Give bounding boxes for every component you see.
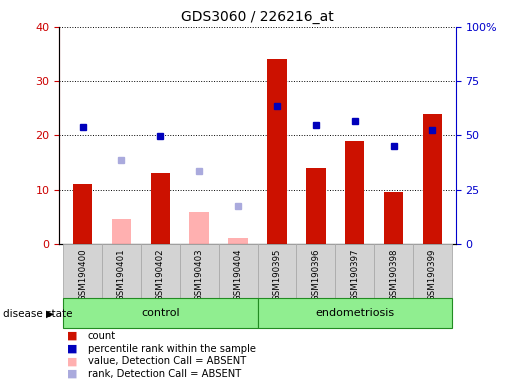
Text: ■: ■: [67, 331, 77, 341]
Bar: [258, 244, 296, 298]
Text: GSM190398: GSM190398: [389, 248, 398, 301]
Bar: [228, 238, 248, 244]
Bar: [345, 141, 365, 244]
Text: ■: ■: [67, 369, 77, 379]
Bar: [306, 168, 325, 244]
Bar: [150, 173, 170, 244]
Text: ■: ■: [67, 344, 77, 354]
Bar: [335, 244, 374, 298]
Bar: [190, 212, 209, 244]
Text: GSM190401: GSM190401: [117, 248, 126, 301]
Bar: [180, 244, 219, 298]
Text: GSM190395: GSM190395: [272, 248, 281, 301]
Text: control: control: [141, 308, 180, 318]
Text: rank, Detection Call = ABSENT: rank, Detection Call = ABSENT: [88, 369, 241, 379]
Text: disease state: disease state: [3, 309, 72, 319]
Text: GSM190396: GSM190396: [311, 248, 320, 301]
Text: GSM190404: GSM190404: [234, 248, 243, 301]
Bar: [423, 114, 442, 244]
Bar: [102, 244, 141, 298]
Text: GSM190399: GSM190399: [428, 248, 437, 301]
Bar: [63, 244, 102, 298]
Text: count: count: [88, 331, 116, 341]
Bar: [267, 60, 287, 244]
Bar: [219, 244, 258, 298]
Text: value, Detection Call = ABSENT: value, Detection Call = ABSENT: [88, 356, 246, 366]
Bar: [374, 244, 413, 298]
Text: GSM190402: GSM190402: [156, 248, 165, 301]
Text: GSM190400: GSM190400: [78, 248, 87, 301]
Bar: [384, 192, 403, 244]
Text: percentile rank within the sample: percentile rank within the sample: [88, 344, 255, 354]
Text: GDS3060 / 226216_at: GDS3060 / 226216_at: [181, 10, 334, 23]
Text: GSM190397: GSM190397: [350, 248, 359, 301]
Text: ■: ■: [67, 356, 77, 366]
Bar: [413, 244, 452, 298]
Text: ▶: ▶: [46, 309, 54, 319]
Bar: [63, 298, 258, 328]
Bar: [73, 184, 92, 244]
Bar: [296, 244, 335, 298]
Text: endometriosis: endometriosis: [315, 308, 394, 318]
Bar: [258, 298, 452, 328]
Bar: [141, 244, 180, 298]
Bar: [112, 219, 131, 244]
Text: GSM190403: GSM190403: [195, 248, 204, 301]
